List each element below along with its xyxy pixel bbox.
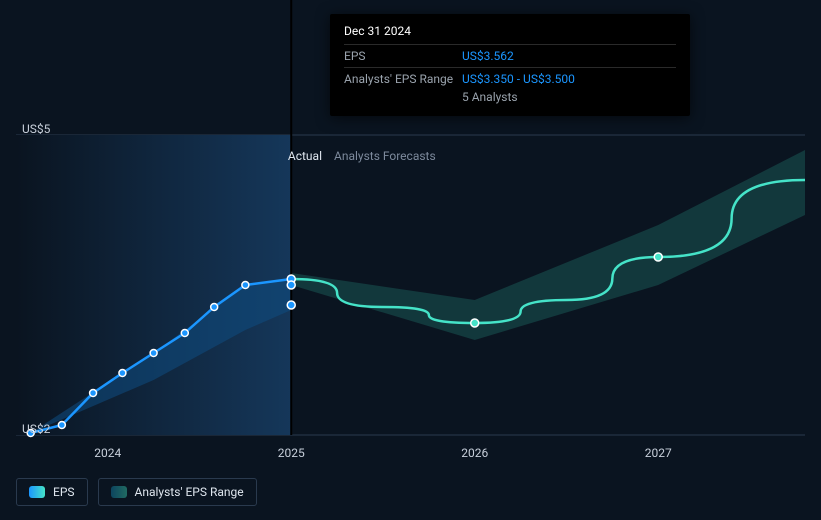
tooltip-val-range: US$3.350 - US$3.500 xyxy=(462,72,575,86)
legend-item-eps[interactable]: EPS xyxy=(16,478,88,506)
plot-area[interactable]: Actual Analysts Forecasts xyxy=(16,135,805,435)
actual-label: Actual xyxy=(288,149,328,163)
legend-label: Analysts' EPS Range xyxy=(135,485,244,499)
tooltip-key-range: Analysts' EPS Range xyxy=(344,72,462,86)
tooltip-key-eps: EPS xyxy=(344,49,462,63)
tooltip-val-eps: US$3.562 xyxy=(462,49,514,63)
y-tick-label: US$2 xyxy=(22,422,50,436)
legend: EPS Analysts' EPS Range xyxy=(16,478,257,506)
tooltip-date: Dec 31 2024 xyxy=(344,24,676,38)
swatch-icon xyxy=(29,486,45,498)
hover-tooltip: Dec 31 2024 EPS US$3.562 Analysts' EPS R… xyxy=(330,14,690,116)
swatch-icon xyxy=(111,486,127,498)
forecast-label: Analysts Forecasts xyxy=(334,149,436,163)
tooltip-analyst-count: 5 Analysts xyxy=(462,90,676,104)
legend-item-range[interactable]: Analysts' EPS Range xyxy=(98,478,257,506)
x-tick-label: 2027 xyxy=(645,446,672,460)
x-tick-label: 2025 xyxy=(278,446,305,460)
eps-forecast-chart: Actual Analysts Forecasts Dec 31 2024 EP… xyxy=(0,0,821,520)
y-tick-label: US$5 xyxy=(22,122,50,136)
legend-label: EPS xyxy=(53,485,75,499)
x-tick-label: 2024 xyxy=(94,446,121,460)
chart-svg xyxy=(16,135,805,445)
x-tick-label: 2026 xyxy=(461,446,488,460)
